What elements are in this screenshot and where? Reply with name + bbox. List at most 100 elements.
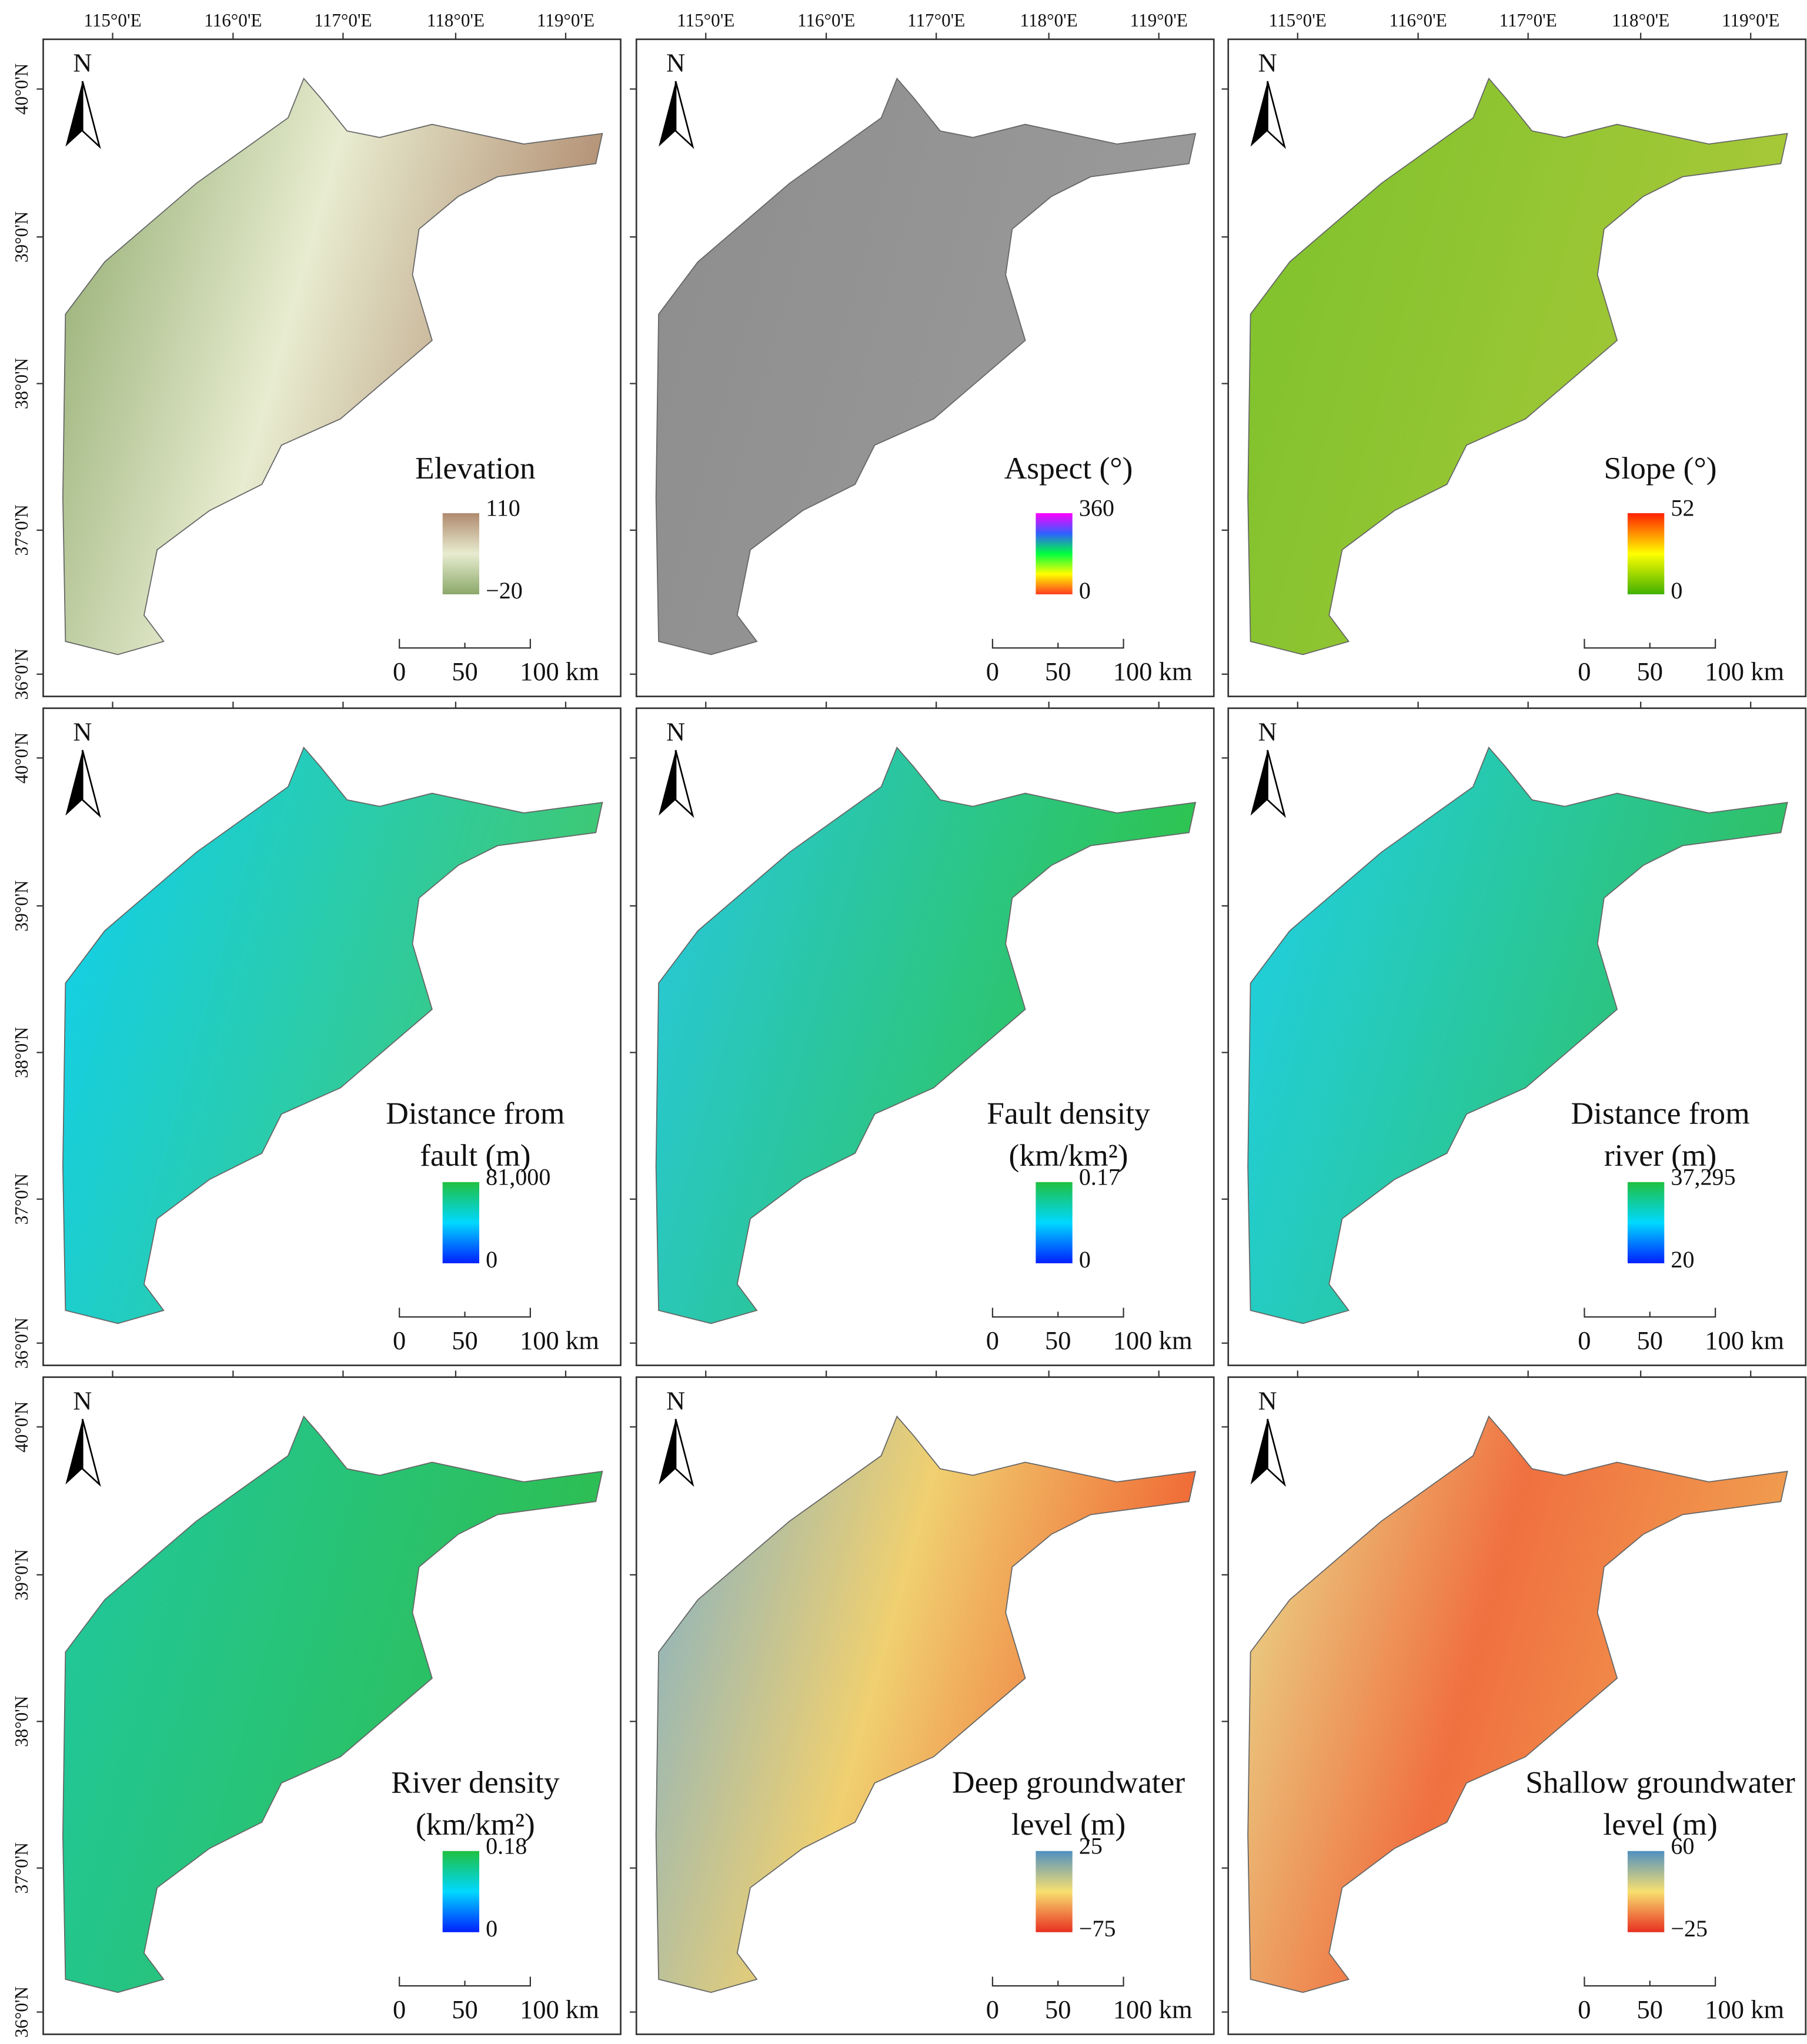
lat-label: 38°0'N [11, 358, 32, 409]
lon-label: 116°0'E [1390, 10, 1447, 31]
lat-label: 36°0'N [11, 1986, 32, 2038]
lon-label: 118°0'E [1020, 10, 1078, 31]
north-arrow [674, 81, 694, 149]
legend-bar [442, 513, 480, 595]
legend-min: 0 [1079, 1246, 1091, 1273]
scale-label: 100 km [1113, 1995, 1193, 2024]
lon-label: 115°0'E [677, 10, 734, 31]
north-arrow [81, 1419, 101, 1487]
north-arrow [1267, 750, 1286, 818]
legend-title: Aspect (°) [1004, 450, 1133, 486]
scale-label: 100 km [1705, 1995, 1784, 2024]
legend-bar [1627, 1182, 1665, 1263]
legend-max: 81,000 [486, 1164, 550, 1190]
legend-max: 25 [1079, 1832, 1103, 1859]
map-panel: N Fault density (km/km²)0.17 0 0 50 100 km [630, 701, 1215, 1366]
legend-bar [1036, 1851, 1073, 1932]
legend-min: 20 [1671, 1246, 1694, 1273]
legend-min: −20 [486, 577, 523, 604]
north-label: N [666, 48, 685, 78]
legend-title: River density [391, 1765, 560, 1800]
legend-bar [1036, 513, 1073, 595]
lat-label: 37°0'N [11, 1842, 32, 1894]
scale-label: 0 [986, 1326, 999, 1355]
scale-label: 100 km [520, 1326, 599, 1355]
legend-title: level (m) [1011, 1807, 1125, 1842]
legend-title: river (m) [1604, 1138, 1716, 1173]
scale-label: 50 [452, 657, 478, 686]
scale-label: 100 km [1705, 657, 1784, 686]
legend-bar [1627, 1851, 1665, 1932]
scale-label: 50 [452, 1995, 478, 2024]
study-area [655, 746, 1197, 1324]
scale-label: 0 [986, 657, 999, 686]
north-arrow [1267, 81, 1286, 149]
legend-title: Fault density [987, 1096, 1150, 1131]
north-arrow [659, 81, 676, 147]
scale-label: 50 [1045, 1326, 1071, 1355]
lon-label: 117°0'E [907, 10, 965, 31]
lon-label: 118°0'E [427, 10, 485, 31]
scale-bar [399, 1976, 531, 1987]
scale-label: 50 [1637, 1326, 1664, 1355]
lat-label: 38°0'N [11, 1027, 32, 1078]
north-label: N [1258, 48, 1277, 78]
scale-bar [399, 638, 531, 649]
legend-title: Elevation [415, 450, 536, 486]
lon-label: 115°0'E [1269, 10, 1327, 31]
lat-label: 40°0'N [11, 1401, 32, 1453]
map-panel: N Distance from river (m)37,295 20 0 50 100 km [1221, 701, 1807, 1366]
lon-label: 117°0'E [1499, 10, 1557, 31]
north-label: N [1258, 1386, 1277, 1415]
scale-label: 50 [1637, 657, 1664, 686]
scale-label: 0 [1578, 1326, 1591, 1355]
legend-min: 0 [1079, 577, 1091, 604]
lat-label: 36°0'N [11, 1317, 32, 1369]
study-area [1247, 77, 1788, 655]
scale-label: 100 km [1113, 1326, 1193, 1355]
lon-label: 116°0'E [797, 10, 855, 31]
legend-max: 60 [1671, 1832, 1694, 1859]
lon-label: 117°0'E [314, 10, 372, 31]
north-label: N [73, 717, 92, 746]
legend-title: level (m) [1603, 1807, 1717, 1842]
legend-min: 0 [486, 1246, 497, 1273]
map-panel: N Aspect (°) 360 0 0 50 100 km [630, 32, 1215, 698]
lon-label: 115°0'E [83, 10, 141, 31]
north-label: N [666, 717, 685, 746]
legend-bar [1036, 1182, 1073, 1263]
lat-label: 39°0'N [11, 211, 32, 262]
lat-label: 40°0'N [11, 63, 32, 115]
legend-title: Deep groundwater [952, 1765, 1185, 1800]
lon-label: 119°0'E [1722, 10, 1779, 31]
lon-label: 119°0'E [537, 10, 594, 31]
lat-label: 37°0'N [11, 1173, 32, 1225]
map-panel: N Elevation 110 −20 0 50 100 km [36, 32, 622, 698]
north-arrow [65, 1419, 83, 1485]
legend-min: −75 [1079, 1915, 1116, 1942]
scale-label: 0 [986, 1995, 999, 2024]
scale-label: 50 [452, 1326, 478, 1355]
legend-title: Distance from [1571, 1096, 1750, 1131]
scale-label: 100 km [1705, 1326, 1784, 1355]
scale-label: 50 [1045, 657, 1071, 686]
scale-bar [399, 1307, 531, 1318]
legend-bar [1627, 513, 1665, 595]
map-panel: N Distance from fault (m)81,000 0 0 50 100 km [36, 701, 622, 1366]
north-arrow [65, 750, 83, 816]
lat-label: 36°0'N [11, 648, 32, 700]
scale-bar [991, 638, 1124, 649]
legend-min: 0 [1671, 577, 1682, 604]
study-area [62, 77, 603, 655]
legend-max: 52 [1671, 495, 1694, 521]
map-panel: N Deep groundwater level (m)25 −75 0 50 100 km [630, 1370, 1215, 2035]
scale-label: 100 km [1113, 657, 1193, 686]
lon-label: 118°0'E [1612, 10, 1669, 31]
north-label: N [73, 48, 92, 78]
north-arrow [674, 750, 694, 818]
scale-label: 0 [393, 1995, 406, 2024]
legend-max: 0.18 [486, 1832, 527, 1859]
lat-label: 39°0'N [11, 880, 32, 931]
legend-title: (km/km²) [416, 1807, 535, 1842]
north-arrow [659, 750, 676, 816]
